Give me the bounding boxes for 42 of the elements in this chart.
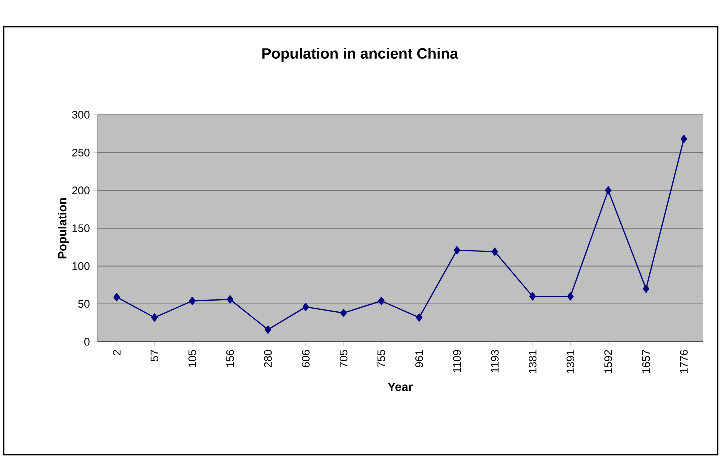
x-tick-label: 961: [416, 350, 424, 368]
point: [530, 292, 536, 301]
point: [643, 284, 650, 294]
y-tick-label: 50: [78, 300, 90, 308]
x-tick-label: 1391: [566, 350, 575, 374]
x-tick-label: 1657: [642, 350, 650, 374]
y-tick-label: 300: [72, 111, 90, 119]
x-tick-label: 1381: [528, 350, 537, 374]
y-tick-label: 250: [72, 148, 90, 157]
x-tick-label: 2: [113, 350, 121, 356]
point: [302, 303, 310, 312]
x-tick-label: 705: [340, 350, 348, 368]
y-tick-label: 0: [84, 338, 90, 346]
x-tick-label: 755: [378, 350, 386, 368]
y-tick-label: 200: [72, 186, 90, 195]
x-tick-label: 1592: [604, 350, 612, 374]
x-tick-label: 1193: [491, 350, 499, 372]
y-tick-label: 150: [72, 224, 90, 232]
point: [227, 296, 234, 304]
point: [492, 248, 498, 256]
chart-title: Population in ancient China: [262, 48, 458, 62]
point: [264, 326, 272, 334]
point: [605, 186, 612, 195]
point: [567, 292, 574, 301]
point: [189, 297, 196, 306]
x-tick-label: 1776: [680, 350, 688, 374]
x-tick-label: 280: [264, 350, 272, 368]
x-tick-label: 156: [226, 350, 234, 368]
point: [378, 297, 385, 306]
x-axis-title: Year: [388, 382, 413, 392]
point: [114, 293, 120, 302]
point: [152, 314, 158, 322]
point: [340, 309, 348, 318]
y-tick-label: 100: [72, 262, 90, 270]
point: [416, 314, 423, 322]
x-tick-label: 606: [302, 350, 310, 368]
point: [680, 135, 688, 144]
x-tick-label: 1109: [453, 350, 462, 372]
point: [454, 246, 460, 255]
x-tick-label: 105: [188, 350, 196, 368]
x-tick-label: 57: [150, 350, 159, 362]
y-axis-title: Population: [58, 198, 70, 259]
